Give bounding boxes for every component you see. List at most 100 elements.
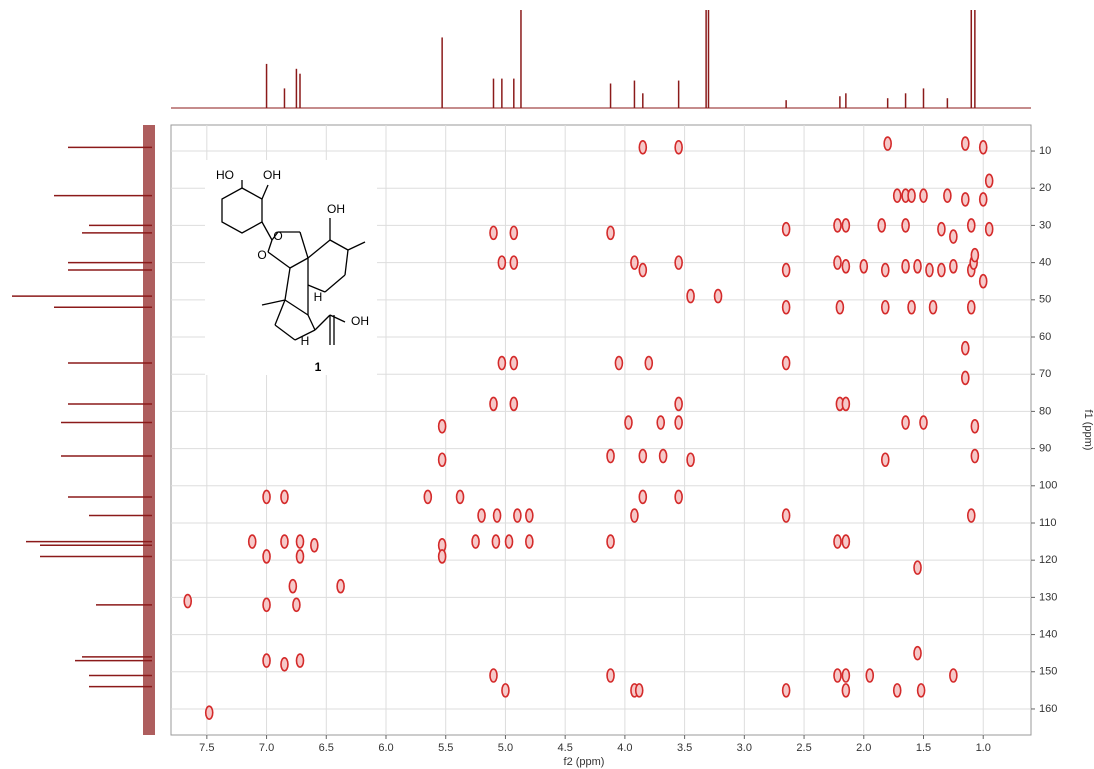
cross-peak <box>925 262 934 278</box>
cross-peak <box>781 683 791 698</box>
cross-peak <box>606 225 615 241</box>
cross-peak <box>961 340 970 356</box>
structure-bonds <box>221 180 366 345</box>
y-tick-label: 90 <box>1039 443 1051 455</box>
y-tick-label: 30 <box>1039 219 1051 231</box>
cross-peak <box>970 448 980 464</box>
cross-peak <box>901 415 910 430</box>
cross-peak <box>491 534 501 549</box>
structure-label: 1 <box>315 360 322 374</box>
x-tick-label: 2.5 <box>796 742 811 754</box>
cross-peak <box>525 534 534 549</box>
structure-label: OH <box>327 202 345 216</box>
structure-label: HO <box>216 168 234 182</box>
cross-peak <box>892 683 902 698</box>
cross-peak <box>437 549 447 564</box>
cross-peak <box>781 262 791 278</box>
cross-peak <box>841 218 851 233</box>
cross-peak <box>280 534 289 549</box>
cross-peak <box>183 593 193 609</box>
cross-peak <box>937 221 946 237</box>
y-tick-label: 120 <box>1039 554 1057 566</box>
cross-peak <box>961 192 970 207</box>
y-tick-label: 70 <box>1039 368 1051 380</box>
cross-peak <box>978 192 988 207</box>
cross-peak <box>509 355 519 371</box>
cross-peak <box>624 415 633 430</box>
y-tick-label: 130 <box>1039 591 1057 603</box>
cross-peak <box>907 188 916 203</box>
x-tick-label: 2.0 <box>856 742 871 754</box>
cross-peak <box>614 355 624 371</box>
cross-peak <box>509 255 519 270</box>
y-tick-label: 50 <box>1039 294 1051 306</box>
y-tick-label: 140 <box>1039 628 1057 640</box>
structure-label: OH <box>351 314 369 328</box>
cross-peak <box>606 668 615 683</box>
cross-peak <box>262 597 271 613</box>
cross-peak <box>833 218 842 233</box>
cross-peak <box>489 668 498 683</box>
x-tick-label: 6.5 <box>319 742 334 754</box>
cross-peak <box>455 489 465 505</box>
y-tick-label: 110 <box>1039 517 1057 529</box>
cross-peak <box>833 255 842 270</box>
cross-peak <box>966 218 976 233</box>
x-tick-label: 6.0 <box>378 742 393 754</box>
cross-peak <box>204 705 214 720</box>
x-tick-label: 5.5 <box>438 742 453 754</box>
cross-peak <box>504 534 514 549</box>
cross-peak <box>961 370 970 386</box>
cross-peak <box>781 221 791 237</box>
cross-peak <box>949 259 958 274</box>
cross-peak <box>280 489 289 505</box>
cross-peak <box>919 415 928 430</box>
cross-peak <box>292 597 301 613</box>
cross-peak <box>781 355 791 371</box>
cross-peak <box>674 415 683 430</box>
cross-peak <box>961 136 970 151</box>
cross-peak <box>859 259 869 274</box>
cross-peak <box>966 299 976 315</box>
cross-peak <box>713 288 723 304</box>
structure-label: H <box>314 290 323 304</box>
cross-peak <box>928 299 938 315</box>
y-tick-label: 160 <box>1039 703 1057 715</box>
cross-peak <box>497 255 507 270</box>
cross-peak <box>865 668 875 683</box>
cross-peak <box>970 418 980 434</box>
cross-peak <box>913 645 922 661</box>
cross-peak <box>606 448 615 464</box>
cross-peak <box>489 225 498 241</box>
cross-peak <box>833 668 842 683</box>
cross-peak <box>674 396 683 412</box>
cross-peak <box>501 683 510 698</box>
cross-peak <box>247 534 257 549</box>
cross-peak <box>509 396 519 412</box>
cross-peak <box>978 140 988 155</box>
structure-label: O <box>257 248 266 262</box>
cross-peak <box>781 299 791 315</box>
cross-peak <box>336 578 345 594</box>
cross-peak <box>437 452 447 468</box>
y-tick-label: 80 <box>1039 405 1051 417</box>
cross-peak <box>295 653 305 668</box>
cross-peak <box>877 218 886 233</box>
cross-peak <box>489 396 498 412</box>
cross-peak <box>833 534 842 549</box>
cross-peak <box>437 418 447 434</box>
cross-peak <box>423 489 433 505</box>
y-tick-label: 60 <box>1039 331 1051 343</box>
cross-peak <box>984 173 994 189</box>
cross-peak <box>630 255 639 270</box>
cross-peak <box>901 218 910 233</box>
cross-peak <box>638 262 648 278</box>
cross-peak <box>674 140 683 155</box>
cross-peak <box>262 549 271 564</box>
cross-peak <box>949 229 958 244</box>
cross-peak <box>638 489 648 505</box>
y-tick-label: 10 <box>1039 145 1051 157</box>
cross-peak <box>513 508 522 523</box>
x-tick-label: 3.0 <box>737 742 752 754</box>
